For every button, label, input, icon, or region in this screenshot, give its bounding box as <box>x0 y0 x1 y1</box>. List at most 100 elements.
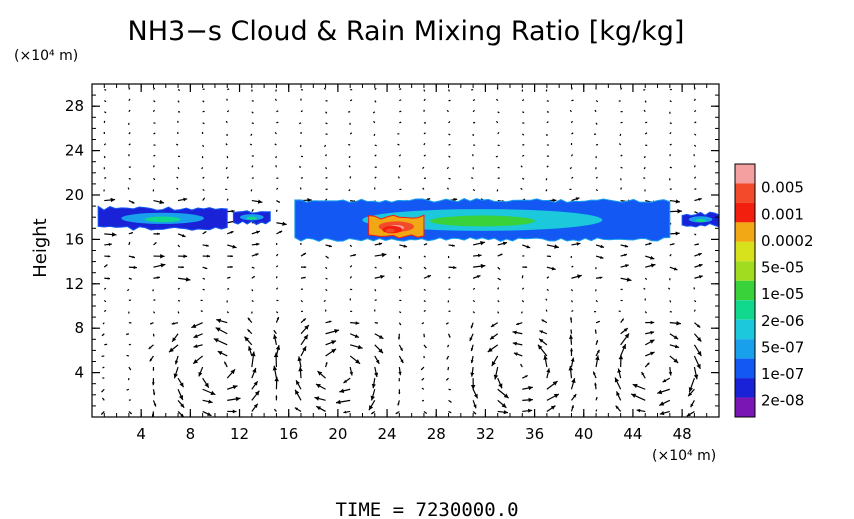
wind-arrow <box>374 344 384 354</box>
wind-arrow <box>315 383 326 390</box>
wind-arrow <box>398 355 404 364</box>
wind-arrow <box>594 329 597 334</box>
wind-arrow <box>522 397 533 403</box>
wind-arrow <box>620 187 623 190</box>
wind-arrow <box>275 209 278 212</box>
wind-arrow <box>128 265 137 270</box>
wind-arrow <box>669 320 681 326</box>
wind-arrow <box>325 100 328 102</box>
wind-arrow <box>248 345 253 357</box>
wind-arrow <box>177 89 181 91</box>
wind-arrow <box>595 156 597 159</box>
wind-arrow <box>349 276 353 279</box>
wind-arrow <box>669 266 678 271</box>
wind-arrow <box>516 322 523 326</box>
wind-arrow <box>399 110 402 113</box>
wind-arrow <box>493 366 499 380</box>
wind-arrow <box>274 143 277 146</box>
wind-arrow <box>645 330 655 335</box>
wind-arrow <box>643 155 646 159</box>
wind-arrow <box>448 143 451 146</box>
wind-arrow <box>472 154 474 157</box>
wind-arrow <box>594 109 597 113</box>
wind-arrow <box>398 322 402 326</box>
wind-arrow <box>472 99 476 102</box>
x-tick-label: 4 <box>136 425 146 443</box>
wind-arrow <box>569 317 573 323</box>
wind-arrow <box>152 389 156 396</box>
wind-arrow <box>472 287 476 290</box>
wind-arrow <box>618 100 621 102</box>
wind-arrow <box>343 410 351 414</box>
wind-arrow <box>128 343 131 346</box>
wind-arrow <box>693 366 699 380</box>
wind-arrow <box>545 178 548 181</box>
wind-arrow <box>446 355 450 360</box>
wind-arrow <box>153 199 165 205</box>
wind-arrow <box>448 310 451 313</box>
wind-arrow <box>571 176 574 179</box>
wind-arrow <box>177 277 191 282</box>
wind-arrow <box>522 154 525 157</box>
wind-arrow <box>420 366 425 371</box>
wind-arrow <box>202 88 205 91</box>
wind-arrow <box>520 363 523 368</box>
wind-arrow <box>226 198 229 201</box>
wind-arrow <box>423 274 432 279</box>
wind-arrow <box>177 197 188 202</box>
wind-arrow <box>168 344 179 353</box>
wind-arrow <box>128 132 131 135</box>
wind-arrow <box>522 266 528 269</box>
wind-arrow <box>644 298 646 301</box>
wind-arrow <box>644 311 647 314</box>
wind-arrow <box>128 322 132 324</box>
wind-arrow <box>472 109 475 113</box>
wind-arrow <box>192 355 204 365</box>
wind-arrow <box>421 399 425 402</box>
wind-arrow <box>641 371 646 379</box>
wind-arrow <box>620 333 630 346</box>
wind-arrow <box>152 189 155 192</box>
wind-arrow <box>300 266 307 269</box>
wind-arrow <box>630 393 646 401</box>
wind-arrow <box>217 350 228 357</box>
wind-arrow <box>251 275 256 279</box>
colorbar-frame <box>734 163 756 418</box>
wind-arrow <box>669 300 672 303</box>
wind-arrow <box>152 87 156 90</box>
wind-arrow <box>202 176 205 179</box>
wind-arrow <box>200 299 203 302</box>
wind-arrow <box>202 254 211 258</box>
wind-arrow <box>473 144 476 146</box>
wind-arrow <box>226 176 229 179</box>
wind-arrow <box>693 154 695 157</box>
colorbar-label: 5e-05 <box>761 259 804 277</box>
wind-arrow <box>202 288 205 291</box>
wind-arrow <box>348 155 351 159</box>
wind-arrow <box>398 276 401 279</box>
wind-arrow <box>276 187 279 190</box>
wind-arrow <box>300 98 302 101</box>
wind-arrow <box>423 142 426 146</box>
wind-arrow <box>546 255 551 258</box>
wind-arrow <box>325 154 327 157</box>
wind-arrow <box>399 288 402 291</box>
wind-arrow <box>275 276 278 279</box>
wind-arrow <box>472 388 479 399</box>
wind-arrow <box>275 253 279 257</box>
wind-arrow <box>152 400 157 407</box>
wind-arrow <box>153 253 165 259</box>
wind-arrow <box>103 143 107 146</box>
cloud-region <box>232 210 271 226</box>
wind-arrow <box>620 277 632 282</box>
wind-arrow <box>512 330 523 335</box>
wind-arrow <box>127 288 130 292</box>
wind-arrow <box>251 253 259 257</box>
wind-arrow <box>177 287 180 290</box>
wind-arrow <box>276 177 279 179</box>
wind-arrow <box>620 87 623 90</box>
wind-arrow <box>350 310 353 313</box>
wind-arrow <box>226 368 236 379</box>
wind-arrow <box>350 288 353 291</box>
wind-arrow <box>570 289 573 292</box>
